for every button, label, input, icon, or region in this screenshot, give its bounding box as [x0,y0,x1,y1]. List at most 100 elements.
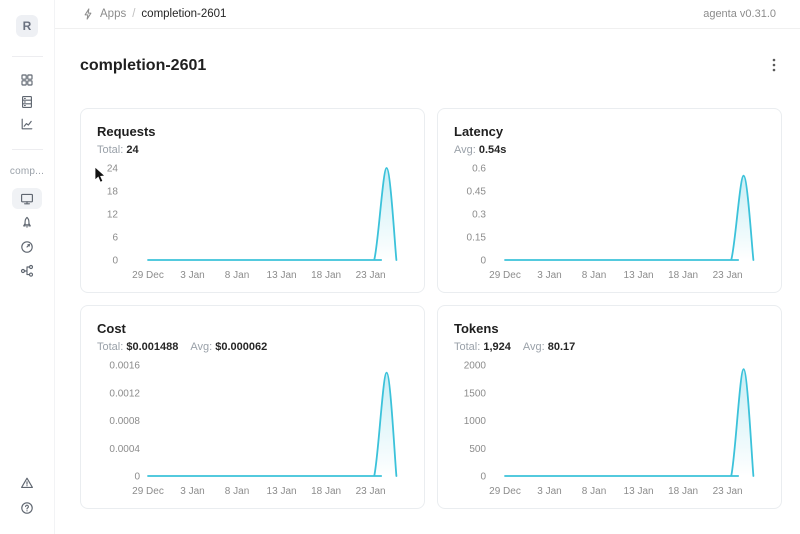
svg-text:0.45: 0.45 [467,187,487,198]
sidebar-bottom-nav [12,472,42,518]
svg-text:0: 0 [480,256,486,267]
grid-icon [21,73,33,86]
breadcrumb-current: completion-2601 [141,8,227,20]
svg-text:2000: 2000 [464,361,487,372]
sidebar-item-traces[interactable] [12,260,42,281]
stat-total: Total: $0.001488 [97,341,179,353]
page-content: completion-2601 Requests Total: 24 [55,29,800,509]
sidebar-item-apps[interactable] [12,71,42,88]
metric-card-requests: Requests Total: 24 0 6 12 18 24 29 Dec 3 Jan 8 … [80,108,425,293]
sidebar-app-nav [12,188,42,281]
kebab-menu-icon [772,58,776,71]
main-area: Apps / completion-2601 agenta v0.31.0 co… [55,0,800,534]
metric-card-latency: Latency Avg: 0.54s 0 0.15 0.3 0.45 0.6 29 Dec… [437,108,782,293]
svg-text:0.0008: 0.0008 [109,416,140,427]
page-title: completion-2601 [80,57,207,74]
svg-text:29 Dec: 29 Dec [132,486,164,497]
gauge-icon [21,240,33,253]
rocket-icon [23,216,31,228]
breadcrumb-separator: / [132,8,136,20]
workspace-avatar[interactable]: R [16,15,38,37]
sidebar-main-nav [12,71,42,132]
monitor-icon [21,193,33,204]
svg-text:0.15: 0.15 [467,233,487,244]
svg-text:0: 0 [134,472,140,483]
sidebar-item-evaluations[interactable] [12,236,42,257]
svg-text:1500: 1500 [464,388,487,399]
metrics-grid: Requests Total: 24 0 6 12 18 24 29 Dec 3 Jan 8 … [80,108,782,509]
svg-text:0.0004: 0.0004 [109,444,140,455]
svg-text:3 Jan: 3 Jan [537,486,561,497]
svg-text:29 Dec: 29 Dec [489,486,521,497]
svg-text:29 Dec: 29 Dec [489,270,521,281]
breadcrumb: Apps / completion-2601 [82,8,226,20]
sidebar-item-alerts[interactable] [12,472,42,493]
svg-text:0.0012: 0.0012 [109,388,140,399]
card-stats: Total: $0.001488 Avg: $0.000062 [97,339,408,355]
svg-text:12: 12 [107,210,119,221]
metric-card-tokens: Tokens Total: 1,924 Avg: 80.17 0 500 1000 1… [437,305,782,509]
stat-avg: Avg: 0.54s [454,144,507,156]
sidebar-divider [11,149,43,150]
sidebar-item-help[interactable] [12,497,42,518]
svg-text:23 Jan: 23 Jan [713,486,743,497]
svg-text:1000: 1000 [464,416,487,427]
card-stats: Total: 24 [97,142,408,158]
svg-text:0.0016: 0.0016 [109,361,140,372]
svg-text:6: 6 [112,233,118,244]
lightning-icon [84,8,92,20]
top-header: Apps / completion-2601 agenta v0.31.0 [55,0,800,29]
line-chart-icon [21,118,33,129]
warning-triangle-icon [21,477,33,488]
metric-card-cost: Cost Total: $0.001488 Avg: $0.000062 0 0.… [80,305,425,509]
stat-avg: Avg: 80.17 [522,341,576,353]
svg-text:3 Jan: 3 Jan [180,270,204,281]
latency-chart[interactable]: 0 0.15 0.3 0.45 0.6 29 Dec 3 Jan 8 Jan 13 Jan 18 … [454,158,765,286]
stat-total: Total: 1,924 [454,341,511,353]
sidebar-divider [11,56,43,57]
svg-text:18 Jan: 18 Jan [668,270,698,281]
svg-text:3 Jan: 3 Jan [537,270,561,281]
tokens-chart[interactable]: 0 500 1000 1500 2000 29 Dec 3 Jan 8 Jan 13 Jan 18… [454,355,765,502]
svg-text:0.3: 0.3 [472,210,486,221]
svg-text:3 Jan: 3 Jan [180,486,204,497]
sidebar-item-observability[interactable] [12,115,42,132]
svg-text:18 Jan: 18 Jan [311,270,341,281]
svg-text:0: 0 [112,256,118,267]
svg-text:13 Jan: 13 Jan [267,270,297,281]
sidebar-item-test-sets[interactable] [12,93,42,110]
tree-icon [20,264,34,277]
breadcrumb-apps-link[interactable]: Apps [100,8,127,20]
svg-text:23 Jan: 23 Jan [356,270,386,281]
svg-text:500: 500 [469,444,486,455]
title-row: completion-2601 [80,55,782,77]
svg-text:13 Jan: 13 Jan [267,486,297,497]
sidebar-item-playground[interactable] [12,188,42,209]
svg-text:0: 0 [480,472,486,483]
card-title: Latency [454,124,504,139]
requests-chart[interactable]: 0 6 12 18 24 29 Dec 3 Jan 8 Jan 13 Jan 18 Jan 23 J… [97,158,408,286]
more-menu-button[interactable] [766,56,782,77]
stat-avg: Avg: $0.000062 [190,341,268,353]
svg-text:24: 24 [107,164,119,175]
card-stats: Total: 1,924 Avg: 80.17 [454,339,765,355]
svg-text:13 Jan: 13 Jan [624,270,654,281]
svg-text:13 Jan: 13 Jan [624,486,654,497]
sidebar-item-deployments[interactable] [12,212,42,233]
svg-text:23 Jan: 23 Jan [356,486,386,497]
cost-chart[interactable]: 0 0.0004 0.0008 0.0012 0.0016 29 Dec 3 Jan 8 Ja… [97,355,408,502]
svg-text:18: 18 [107,187,119,198]
database-icon [22,95,32,108]
svg-text:8 Jan: 8 Jan [582,270,606,281]
stat-total: Total: 24 [97,144,139,156]
svg-text:29 Dec: 29 Dec [132,270,164,281]
svg-text:18 Jan: 18 Jan [668,486,698,497]
svg-text:8 Jan: 8 Jan [582,486,606,497]
card-title: Tokens [454,321,499,336]
svg-text:0.6: 0.6 [472,164,486,175]
svg-text:8 Jan: 8 Jan [225,486,249,497]
svg-text:23 Jan: 23 Jan [713,270,743,281]
card-title: Requests [97,124,156,139]
version-label: agenta v0.31.0 [703,8,776,20]
